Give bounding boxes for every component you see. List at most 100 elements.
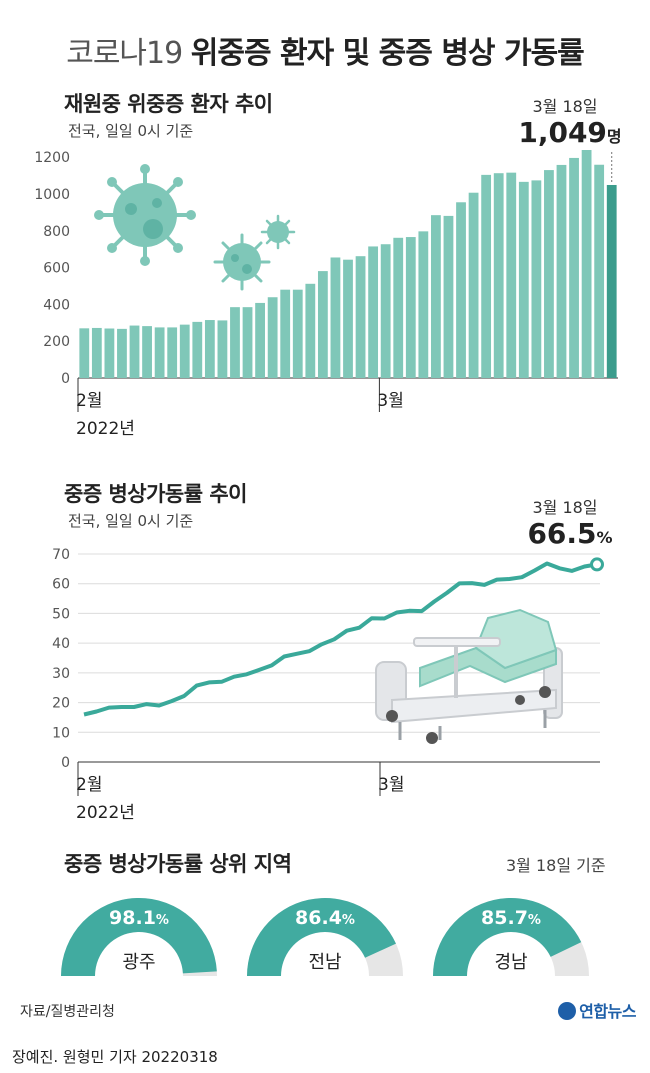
gauge-unit: % bbox=[156, 913, 169, 928]
gauge-value: 86.4 bbox=[295, 907, 342, 929]
bar bbox=[343, 259, 353, 378]
bar bbox=[518, 181, 529, 378]
bar bbox=[431, 215, 441, 378]
bar bbox=[556, 164, 567, 378]
bar bbox=[142, 326, 152, 378]
gauge-inner bbox=[97, 934, 181, 976]
bar bbox=[117, 328, 127, 378]
bar bbox=[493, 173, 504, 378]
bar bbox=[380, 244, 391, 378]
bar bbox=[204, 320, 215, 378]
y-tick-label: 50 bbox=[52, 606, 70, 622]
gauge-fill bbox=[433, 897, 582, 976]
x-tick-label: 2월 bbox=[76, 775, 102, 795]
gauge-group: 98.1% 광주 86.4% 전남 85.7% 경남 bbox=[59, 897, 591, 988]
bar bbox=[594, 164, 605, 378]
y-tick-label: 70 bbox=[52, 547, 70, 563]
y-tick-label: 20 bbox=[52, 696, 70, 712]
virus-icon-small bbox=[260, 214, 296, 250]
gauge-value: 98.1 bbox=[109, 907, 156, 929]
regions-note: 3월 18일 기준 bbox=[506, 856, 606, 875]
bar bbox=[305, 283, 316, 378]
gauge-mask bbox=[431, 976, 591, 988]
bar bbox=[481, 174, 492, 378]
bar bbox=[506, 172, 517, 378]
bar bbox=[255, 302, 265, 378]
bar bbox=[418, 231, 429, 378]
x-tick-label: 2022년 bbox=[76, 803, 135, 823]
page-title: 코로나19 위중증 환자 및 중증 병상 가동률 bbox=[0, 28, 650, 72]
y-tick-label: 1000 bbox=[34, 187, 70, 203]
bar bbox=[79, 328, 90, 378]
gauge-mask bbox=[59, 976, 219, 988]
chart2-series bbox=[83, 557, 604, 717]
gauge-region-name: 전남 bbox=[308, 952, 341, 973]
series-line bbox=[83, 561, 598, 717]
virus-icon-large bbox=[94, 164, 196, 266]
chart2-callout-value: 66.5 bbox=[527, 517, 597, 550]
bar bbox=[129, 325, 140, 378]
bar bbox=[280, 289, 291, 378]
bar bbox=[292, 289, 303, 378]
chart1-svg: 0 200 400 600 800 1000 1200 2월 2022년 3월 bbox=[34, 150, 618, 439]
bar bbox=[167, 327, 178, 378]
chart2-subtitle: 전국, 일일 0시 기준 bbox=[68, 512, 194, 530]
bar bbox=[393, 237, 404, 378]
gauge-fill bbox=[61, 898, 217, 976]
source-text: 자료/질병관리청 bbox=[20, 1004, 115, 1020]
bar bbox=[468, 192, 479, 378]
byline: 장예진. 원형민 기자 20220318 bbox=[12, 1048, 218, 1066]
bar bbox=[443, 215, 454, 378]
chart1-callout-unit: 명 bbox=[606, 127, 622, 146]
bar bbox=[405, 237, 416, 378]
logo-text: 연합뉴스 bbox=[579, 1002, 636, 1021]
x-tick-label: 2월 bbox=[76, 391, 102, 411]
chart2-svg: 0 10 20 30 40 50 60 70 2월 2022년 3월 bbox=[52, 547, 604, 823]
bar bbox=[606, 184, 617, 378]
gauge-value: 85.7 bbox=[481, 907, 528, 929]
gauge-unit: % bbox=[528, 913, 541, 928]
bar bbox=[179, 324, 190, 378]
bar bbox=[456, 202, 466, 378]
chart2-title: 중증 병상가동률 추이 bbox=[64, 482, 248, 506]
bar bbox=[569, 157, 579, 378]
bar bbox=[230, 307, 240, 378]
chart1-title: 재원중 위중증 환자 추이 bbox=[64, 92, 273, 116]
bar bbox=[91, 327, 102, 378]
y-tick-label: 200 bbox=[43, 334, 70, 350]
virus-icon-medium bbox=[213, 233, 271, 291]
virus-illustration bbox=[94, 164, 296, 291]
gauge-unit: % bbox=[342, 913, 355, 928]
chart1-callout: 1,049명 bbox=[505, 116, 635, 149]
gauge-mask bbox=[245, 976, 405, 988]
title-light: 코로나19 bbox=[66, 36, 183, 71]
logo-mark-icon bbox=[558, 1002, 577, 1020]
bar bbox=[267, 297, 278, 378]
gauge-region-name: 경남 bbox=[494, 952, 527, 973]
bar bbox=[217, 320, 228, 378]
y-tick-label: 0 bbox=[61, 371, 70, 387]
gauge-1: 98.1% 광주 bbox=[59, 898, 219, 988]
y-tick-label: 60 bbox=[52, 577, 70, 593]
yonhap-logo: 연합뉴스 bbox=[558, 998, 636, 1022]
y-tick-label: 10 bbox=[52, 725, 70, 741]
x-tick-label: 3월 bbox=[377, 391, 403, 411]
gauge-value-label: 85.7% bbox=[481, 907, 541, 929]
bar bbox=[544, 170, 554, 378]
y-tick-label: 400 bbox=[43, 297, 70, 313]
title-bold: 위중증 환자 및 중증 병상 가동률 bbox=[190, 36, 585, 71]
gauge-value-label: 98.1% bbox=[109, 907, 169, 929]
y-tick-label: 800 bbox=[43, 224, 70, 240]
chart1-callout-value: 1,049 bbox=[518, 116, 607, 149]
y-tick-label: 0 bbox=[61, 755, 70, 771]
gauge-inner bbox=[283, 934, 367, 976]
gauge-fill bbox=[247, 898, 396, 976]
chart1-bars bbox=[79, 150, 617, 378]
bar bbox=[317, 271, 328, 378]
chart2-x-ticks: 2월 2022년 3월 bbox=[76, 762, 404, 823]
regions-title: 중증 병상가동률 상위 지역 bbox=[64, 852, 292, 876]
regions-gauges: 98.1% 광주 86.4% 전남 85.7% 경남 bbox=[59, 897, 591, 988]
byline-bar bbox=[0, 1038, 650, 1073]
gauge-value-label: 86.4% bbox=[295, 907, 355, 929]
chart2-callout-unit: % bbox=[596, 528, 613, 547]
